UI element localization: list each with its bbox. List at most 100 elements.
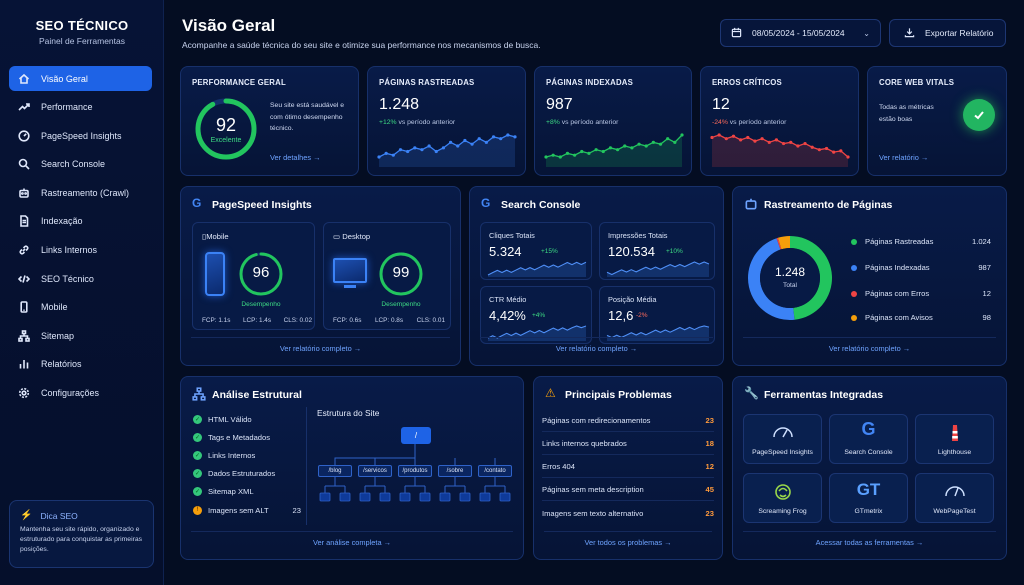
pagespeed-report-link[interactable]: Ver relatório completo → xyxy=(279,344,362,353)
sparkline-point xyxy=(651,140,655,144)
sc-metric-value: 12,6 xyxy=(608,308,634,323)
export-report-button[interactable]: Exportar Relatório xyxy=(889,19,1006,47)
sparkline-point xyxy=(491,135,496,139)
sparkline-point xyxy=(760,137,764,141)
search-console-card: G Search Console Cliques Totais 5.324 +1… xyxy=(469,186,724,366)
sparkline-point xyxy=(544,155,548,159)
problem-count: 18 xyxy=(705,439,714,448)
desktop-label: Desktop xyxy=(342,232,371,241)
check-label: Sitemap XML xyxy=(208,487,254,497)
tree-child-node: /blog xyxy=(318,465,352,477)
google-icon: G xyxy=(861,419,876,439)
sidebar-item-search-console[interactable]: Search Console xyxy=(9,152,152,177)
problems-all-link[interactable]: Ver todos os problemas → xyxy=(584,538,672,547)
sparkline-point xyxy=(796,144,800,148)
problem-row[interactable]: Erros 404 12 xyxy=(542,456,714,478)
donut-slice xyxy=(790,236,832,320)
desktop-score: 99 xyxy=(392,264,410,281)
sidebar-item-label: Links Internos xyxy=(41,245,98,256)
sidebar-item-relatorios[interactable]: Relatórios xyxy=(9,352,152,377)
tree-child-node: /contato xyxy=(478,465,512,477)
sidebar-item-links-internos[interactable]: Links Internos xyxy=(9,238,152,263)
sidebar-item-configuracoes[interactable]: Configurações xyxy=(9,381,152,406)
core-web-vitals-card: CORE WEB VITALS Todas as métricas estão … xyxy=(867,66,1007,176)
sc-sparkline-area xyxy=(607,262,709,277)
crawl-donut-chart xyxy=(748,236,832,320)
structure-link-label: Ver análise completa xyxy=(312,538,382,547)
sc-metric-tile: CTR Médio 4,42% +4% xyxy=(480,286,592,344)
sidebar-item-crawl[interactable]: Rastreamento (Crawl) xyxy=(9,180,152,205)
sidebar-item-sitemap[interactable]: Sitemap xyxy=(9,323,152,348)
sidebar-item-mobile[interactable]: Mobile xyxy=(9,295,152,320)
check-label: Dados Estruturados xyxy=(208,469,276,479)
cwv-link-label: Ver relatório xyxy=(879,153,919,162)
errors-sparkline xyxy=(710,133,850,167)
crawled-delta-text: vs período anterior xyxy=(398,119,456,126)
crawl-report-link[interactable]: Ver relatório completo → xyxy=(828,344,911,353)
tool-webpagetest[interactable]: WebPageTest xyxy=(915,473,994,523)
robot-icon xyxy=(17,186,30,199)
legend-label: Páginas com Erros xyxy=(865,289,930,298)
home-icon xyxy=(17,72,30,85)
chevron-down-icon: ⌄ xyxy=(863,28,870,38)
sparkline-point xyxy=(470,142,474,146)
page-subtitle: Acompanhe a saúde técnica do seu site e … xyxy=(182,40,541,50)
tool-search-console[interactable]: G Search Console xyxy=(829,414,908,464)
sparkline-point xyxy=(767,140,771,144)
crawled-delta: +12% xyxy=(379,119,397,126)
problem-row[interactable]: Links internos quebrados 18 xyxy=(542,433,714,455)
tree-child-node: /produtos xyxy=(398,465,432,477)
cwv-report-link[interactable]: Ver relatório → xyxy=(879,153,928,162)
vertical-divider xyxy=(306,407,307,525)
tools-all-link[interactable]: Acessar todas as ferramentas → xyxy=(815,538,924,547)
lighthouse-icon xyxy=(948,423,962,445)
tool-label: Screaming Frog xyxy=(758,508,807,515)
crawl-legend-item: Páginas Rastreadas 1.024 xyxy=(851,237,991,246)
sparkline-point xyxy=(810,145,814,149)
check-item: ✓ Links Internos xyxy=(193,446,301,464)
mobile-label-row: ▯Mobile xyxy=(202,232,229,241)
sparkline-point xyxy=(824,146,829,151)
sidebar-item-indexacao[interactable]: Indexação xyxy=(9,209,152,234)
problem-row[interactable]: Páginas sem meta description 45 xyxy=(542,479,714,501)
tool-screaming-frog[interactable]: Screaming Frog xyxy=(743,473,822,523)
problem-row[interactable]: Páginas com redirecionamentos 23 xyxy=(542,410,714,432)
sidebar-item-seo-tecnico[interactable]: SEO Técnico xyxy=(9,266,152,291)
monitor-stand-icon xyxy=(344,285,356,288)
tool-pagespeed[interactable]: PageSpeed Insights xyxy=(743,414,822,464)
structure-card: Análise Estrutural ✓ HTML Válido ✓ Tags e … xyxy=(180,376,524,560)
sc-sparkline-line xyxy=(606,261,710,276)
search-console-title: Search Console xyxy=(501,199,581,211)
mobile-label: Mobile xyxy=(206,232,229,241)
sc-report-link[interactable]: Ver relatório completo → xyxy=(555,344,638,353)
sparkline-point xyxy=(789,140,793,144)
tool-lighthouse[interactable]: Lighthouse xyxy=(915,414,994,464)
mobile-score-ring xyxy=(239,252,283,296)
date-range-picker[interactable]: 08/05/2024 - 15/05/2024 ⌄ xyxy=(720,19,881,47)
performance-title: PERFORMANCE GERAL xyxy=(192,78,286,87)
sparkline-point xyxy=(658,142,663,146)
tree-title: Estrutura do Site xyxy=(317,408,380,418)
problem-row[interactable]: Imagens sem texto alternativo 23 xyxy=(542,502,714,524)
gear-icon xyxy=(17,387,30,400)
sparkline-point xyxy=(803,141,807,146)
performance-details-link[interactable]: Ver detalhes → xyxy=(270,153,321,162)
sidebar-item-label: PageSpeed Insights xyxy=(41,130,122,141)
sidebar-item-performance[interactable]: Performance xyxy=(9,95,152,120)
sc-sparkline-line xyxy=(487,261,587,276)
legend-dot xyxy=(851,314,857,321)
calendar-icon xyxy=(731,27,742,40)
sparkline-point xyxy=(420,148,424,152)
sidebar-item-pagespeed[interactable]: PageSpeed Insights xyxy=(9,123,152,148)
sidebar-item-visao-geral[interactable]: Visão Geral xyxy=(9,66,152,91)
crawl-legend-item: Páginas Indexadas 987 xyxy=(851,263,991,272)
sc-metric-label: Posição Média xyxy=(608,295,657,304)
structure-analysis-link[interactable]: Ver análise completa → xyxy=(312,538,392,547)
cwv-text: Todas as métricas estão boas xyxy=(879,104,934,123)
sparkline-point xyxy=(717,133,721,137)
pagespeed-title: PageSpeed Insights xyxy=(212,199,312,211)
sparkline-point xyxy=(573,153,577,157)
problems-footer: Ver todos os problemas → xyxy=(544,531,712,553)
sidebar-nav: Visão Geral Performance PageSpeed Insigh… xyxy=(9,66,152,409)
tool-gtmetrix[interactable]: GT GTmetrix xyxy=(829,473,908,523)
